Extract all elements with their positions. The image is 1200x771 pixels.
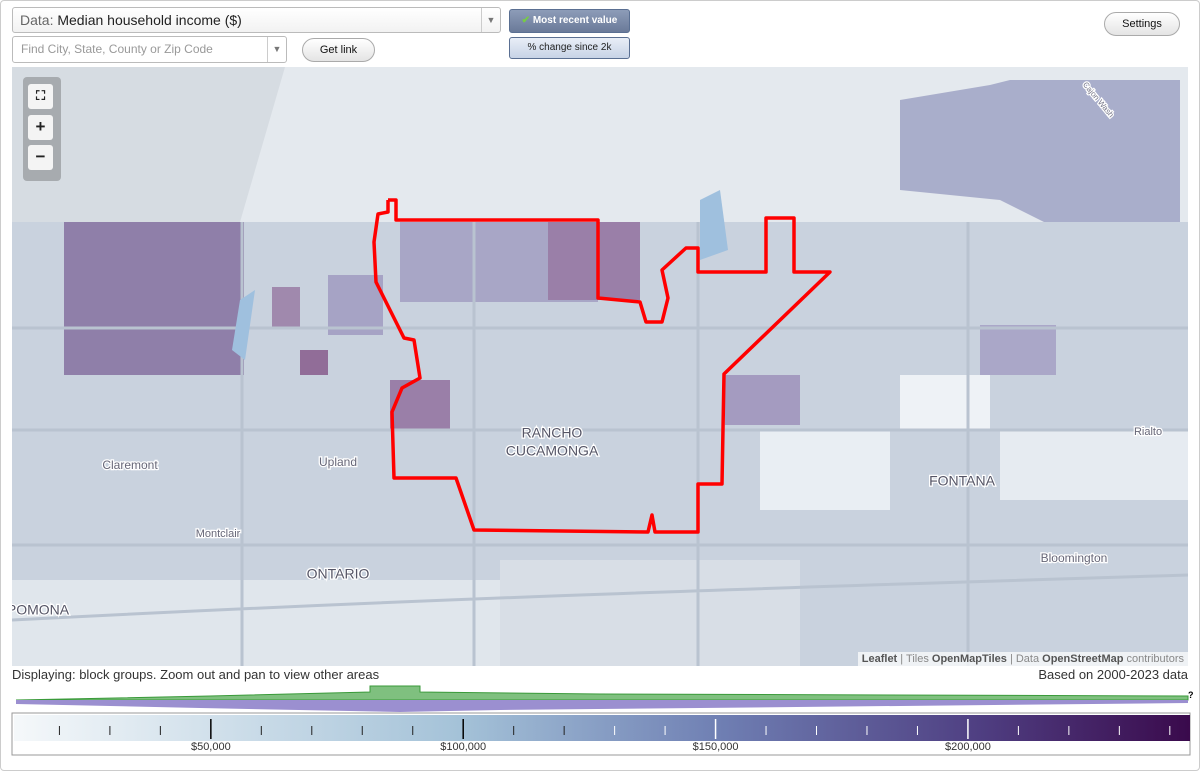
map[interactable]: RANCHO CUCAMONGA Upland Claremont Montclair O… <box>12 67 1188 666</box>
place-label: Bloomington <box>1041 551 1108 565</box>
most-recent-toggle[interactable]: ✔ Most recent value <box>509 9 630 33</box>
roads <box>12 222 1188 666</box>
place-label: Claremont <box>102 458 158 472</box>
place-label: Montclair <box>196 528 241 540</box>
zoom-out-button[interactable]: − <box>28 145 53 170</box>
histogram-recent <box>15 685 1189 701</box>
legend-tick-label: $150,000 <box>693 741 739 753</box>
search-box[interactable]: Find City, State, County or Zip Code ▼ <box>12 36 287 63</box>
place-label: CUCAMONGA <box>506 443 599 459</box>
attribution-part: | Tiles <box>900 653 929 665</box>
attribution-part: | Data <box>1009 653 1040 665</box>
legend: $50,000 $100,000 $150,000 $200,000 <box>11 685 1191 756</box>
city-boundary <box>372 198 832 534</box>
place-label: Upland <box>319 455 357 469</box>
legend-tick-label: $200,000 <box>945 741 991 753</box>
attribution-part[interactable]: OpenMapTiles <box>931 653 1007 665</box>
place-label: ONTARIO <box>307 566 370 582</box>
water <box>700 190 728 260</box>
attribution-part[interactable]: Leaflet <box>861 653 898 665</box>
attribution-part: contributors <box>1126 653 1184 665</box>
block-area <box>272 287 300 329</box>
settings-button[interactable]: Settings <box>1104 12 1180 36</box>
pct-change-toggle[interactable]: % change since 2k <box>509 37 630 59</box>
block-area <box>725 375 800 425</box>
help-mark[interactable]: ? <box>1188 690 1194 700</box>
fullscreen-button[interactable]: ⛶ <box>28 84 53 109</box>
attribution-part[interactable]: OpenStreetMap <box>1042 653 1124 665</box>
data-select[interactable]: Data: Median household income ($) ▼ <box>12 7 501 33</box>
block-area <box>300 350 328 375</box>
block-area <box>500 560 800 666</box>
block-area <box>390 380 450 430</box>
water <box>232 290 255 360</box>
status-text: Displaying: block groups. Zoom out and p… <box>12 667 380 682</box>
block-area <box>548 222 640 300</box>
block-area <box>1000 430 1188 500</box>
search-arrow: ▼ <box>267 37 286 62</box>
legend-gradient <box>14 715 1190 741</box>
search-placeholder: Find City, State, County or Zip Code <box>21 42 213 56</box>
zoom-controls: ⛶ + − <box>23 77 61 181</box>
data-label: Data: <box>20 12 54 28</box>
attribution: Leaflet | Tiles OpenMapTiles | Data Open… <box>857 652 1188 666</box>
legend-tick-label: $50,000 <box>191 741 231 753</box>
place-label: FONTANA <box>929 473 996 489</box>
mountain-shade <box>12 67 285 222</box>
legend-tick-label: $100,000 <box>440 741 486 753</box>
histogram-past <box>16 700 1188 712</box>
block-area <box>12 580 512 666</box>
block-area <box>328 275 383 335</box>
block-area <box>980 325 1056 375</box>
data-range-text: Based on 2000-2023 data <box>1038 667 1188 682</box>
block-area <box>760 430 890 510</box>
block-area <box>900 375 990 430</box>
select-arrow: ▼ <box>481 8 500 32</box>
get-link-button[interactable]: Get link <box>302 38 375 62</box>
place-label: RANCHO <box>522 425 583 441</box>
zoom-in-button[interactable]: + <box>28 115 53 140</box>
block-area <box>64 222 244 375</box>
place-label: Rialto <box>1134 426 1162 438</box>
place-label: POMONA <box>12 602 70 618</box>
data-value: Median household income ($) <box>57 12 242 28</box>
most-recent-label: Most recent value <box>532 15 618 26</box>
